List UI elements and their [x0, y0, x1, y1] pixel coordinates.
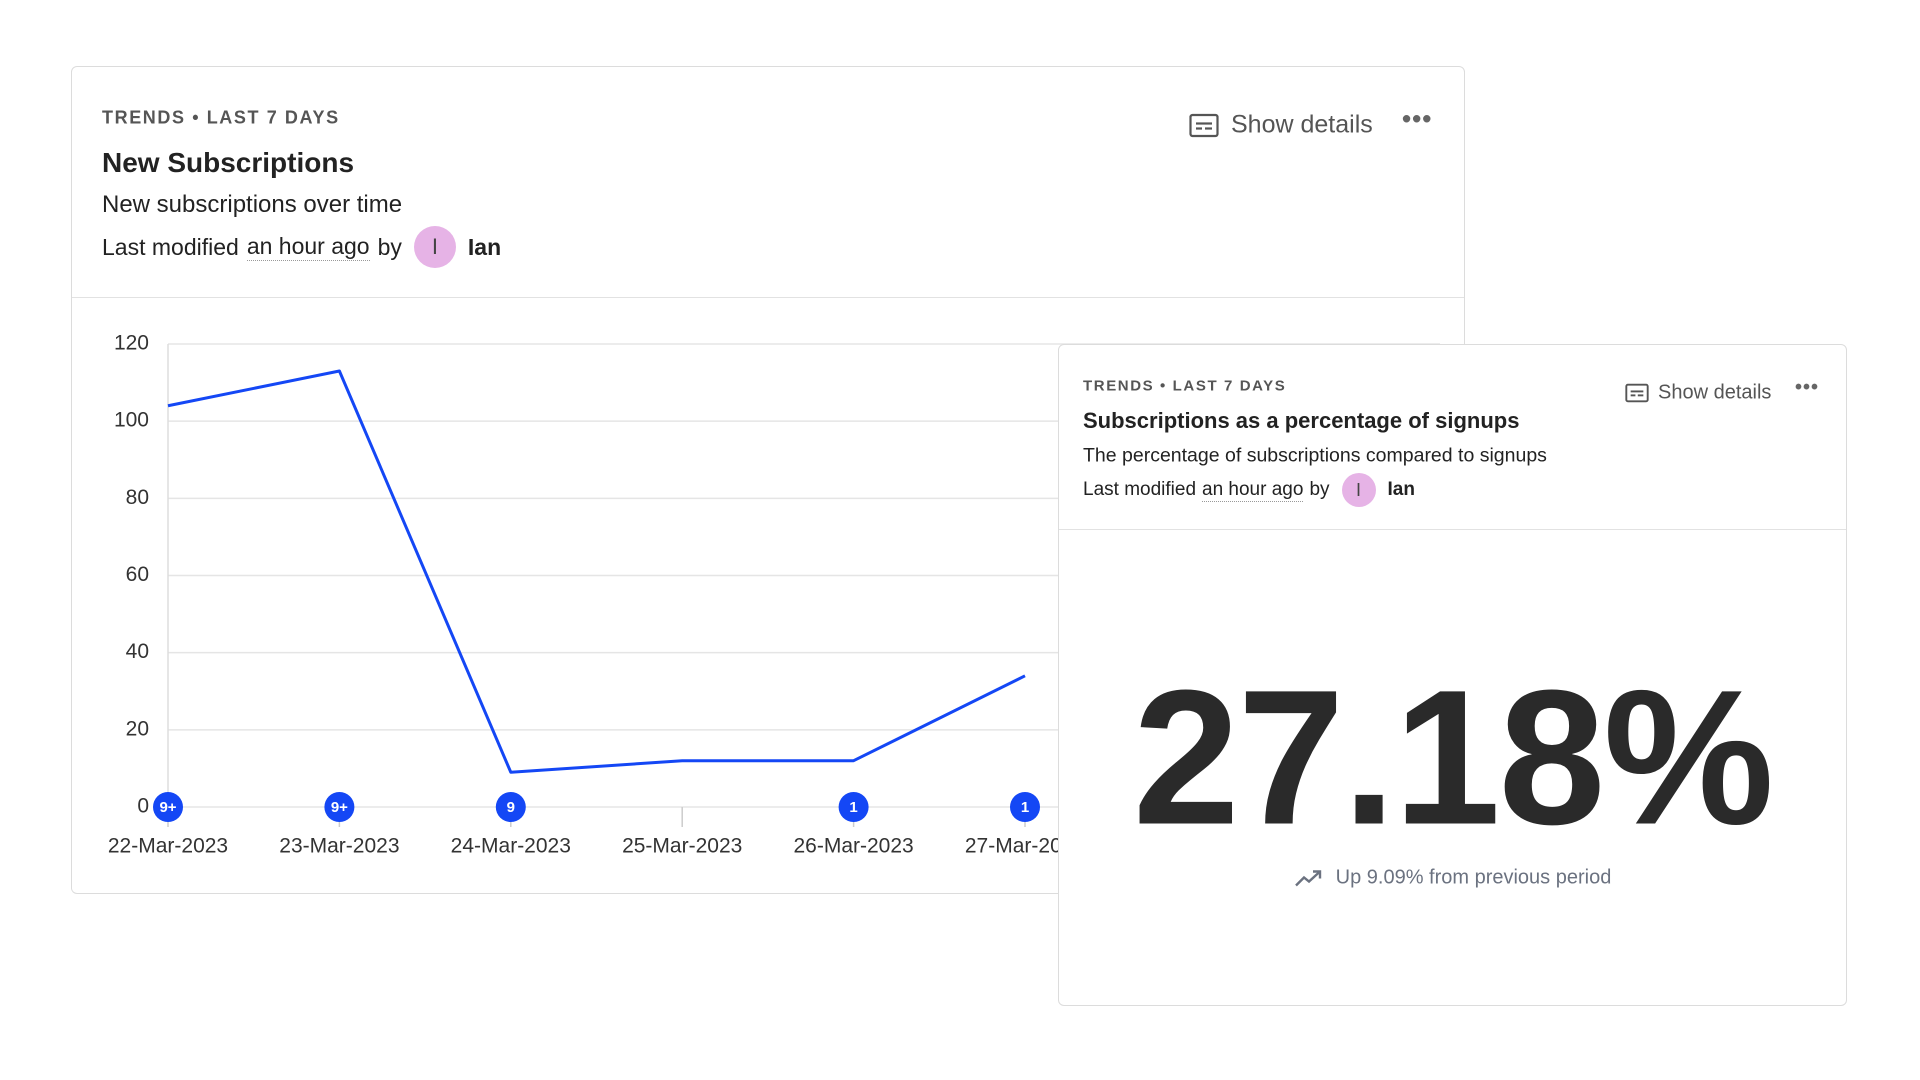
x-tick-label: 22-Mar-2023 [108, 835, 228, 858]
modified-row: Last modified an hour ago by I Ian [1083, 473, 1415, 507]
change-row: Up 9.09% from previous period [1059, 867, 1846, 890]
annotation-label: 1 [1021, 799, 1029, 816]
header-divider [1059, 529, 1846, 530]
x-tick-label: 27-Mar-2023 [965, 835, 1085, 858]
y-tick-label: 80 [126, 486, 149, 509]
show-details-label: Show details [1658, 381, 1772, 404]
more-menu[interactable]: ••• [1795, 376, 1820, 399]
annotation-label: 9+ [331, 799, 348, 816]
modified-prefix: Last modified [1083, 479, 1197, 500]
modified-time: an hour ago [246, 233, 370, 261]
eyebrow: TRENDS • LAST 7 DAYS [1083, 377, 1287, 395]
show-details-label: Show details [1231, 110, 1373, 139]
details-icon [1189, 113, 1219, 137]
modified-by: by [377, 233, 402, 260]
y-tick-label: 40 [126, 640, 149, 663]
annotation-badge [324, 792, 355, 822]
annotation-badge [838, 792, 869, 822]
annotation-label: 1 [849, 799, 857, 816]
y-tick-label: 0 [137, 795, 149, 818]
annotation-badge [1010, 792, 1040, 822]
modified-time: an hour ago [1202, 478, 1304, 502]
x-tick-label: 23-Mar-2023 [279, 835, 399, 858]
y-tick-label: 100 [114, 409, 149, 432]
description: The percentage of subscriptions compared… [1083, 444, 1547, 467]
x-tick-label: 24-Mar-2023 [451, 835, 571, 858]
change-text: Up 9.09% from previous period [1335, 866, 1612, 889]
author: Ian [1387, 479, 1415, 500]
annotation-label: 9+ [159, 799, 176, 816]
author: Ian [467, 233, 502, 260]
details-icon [1625, 383, 1649, 403]
avatar: I [413, 226, 456, 268]
y-tick-label: 120 [114, 332, 149, 355]
data-line [167, 369, 1026, 774]
x-tick-label: 25-Mar-2023 [622, 835, 742, 858]
x-tick-label: 26-Mar-2023 [793, 835, 913, 858]
insight-card: TRENDS • LAST 7 DAYS Subscriptions as a … [1058, 344, 1847, 1006]
description: New subscriptions over time [102, 191, 403, 218]
card-title: Subscriptions as a percentage of signups [1083, 408, 1520, 433]
modified-by: by [1309, 479, 1330, 500]
y-tick-label: 20 [126, 717, 149, 740]
annotation-label: 9 [507, 799, 515, 816]
show-details-button[interactable]: Show details [1625, 382, 1771, 405]
annotation-badge [153, 792, 183, 822]
modified-prefix: Last modified [102, 233, 239, 260]
trend-icon [1294, 869, 1321, 886]
annotation-badge [495, 792, 526, 822]
header-divider [72, 297, 1464, 298]
modified-row: Last modified an hour ago by I Ian [102, 226, 501, 268]
big-number: 27.18% [1132, 649, 1774, 865]
y-tick-label: 60 [126, 563, 149, 586]
card-title: New Subscriptions [102, 147, 355, 178]
show-details-button[interactable]: Show details [1189, 111, 1373, 140]
eyebrow: TRENDS • LAST 7 DAYS [102, 107, 340, 128]
avatar: I [1341, 473, 1376, 507]
more-menu[interactable]: ••• [1402, 103, 1433, 134]
